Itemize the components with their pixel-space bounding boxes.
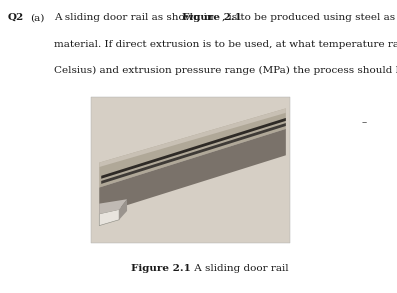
Polygon shape [99, 199, 127, 214]
Polygon shape [99, 129, 286, 214]
Polygon shape [101, 118, 286, 179]
Text: Q2: Q2 [7, 13, 23, 22]
Polygon shape [99, 108, 286, 188]
Text: –: – [361, 119, 366, 128]
Polygon shape [99, 209, 119, 226]
Text: material. If direct extrusion is to be used, at what temperature range (degree: material. If direct extrusion is to be u… [54, 40, 397, 49]
Text: A sliding door rail: A sliding door rail [191, 264, 288, 273]
Text: , is to be produced using steel as the raw: , is to be produced using steel as the r… [222, 13, 397, 22]
Polygon shape [99, 108, 286, 167]
Polygon shape [119, 199, 127, 220]
Polygon shape [101, 123, 286, 184]
Text: A sliding door rail as shown in: A sliding door rail as shown in [54, 13, 216, 22]
Text: Figure 2.1: Figure 2.1 [182, 13, 242, 22]
Text: (a): (a) [30, 13, 44, 22]
Bar [91, 97, 290, 243]
Text: Figure 2.1: Figure 2.1 [131, 264, 191, 273]
Text: Celsius) and extrusion pressure range (MPa) the process should be carried out?: Celsius) and extrusion pressure range (M… [54, 66, 397, 75]
